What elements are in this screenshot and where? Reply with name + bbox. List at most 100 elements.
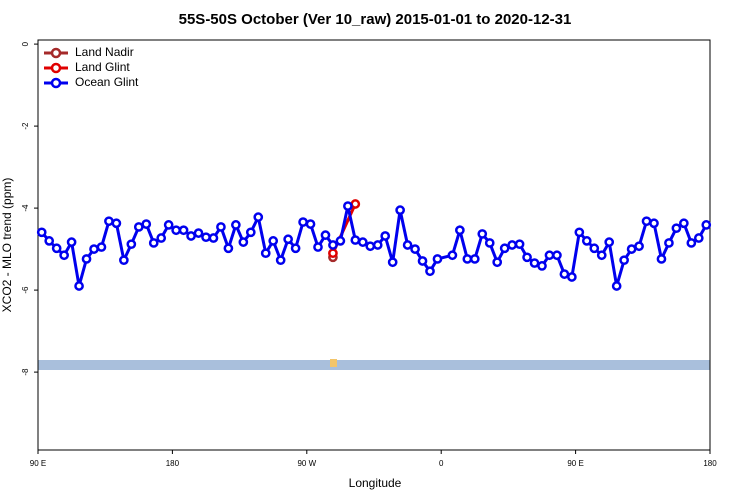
data-point xyxy=(36,227,47,238)
data-point xyxy=(298,217,308,227)
data-point xyxy=(417,256,428,266)
legend-marker xyxy=(50,62,62,74)
data-point xyxy=(171,225,181,236)
data-point xyxy=(477,229,488,239)
data-point xyxy=(119,255,129,266)
data-point xyxy=(343,201,353,211)
data-point xyxy=(208,233,219,243)
data-point xyxy=(313,242,323,252)
data-point xyxy=(604,237,615,247)
data-point xyxy=(469,254,480,264)
data-point xyxy=(484,238,495,248)
data-point xyxy=(649,218,659,229)
data-point xyxy=(537,261,547,271)
data-point xyxy=(574,227,585,238)
data-point xyxy=(238,237,249,247)
data-point xyxy=(455,225,465,236)
data-point xyxy=(268,236,279,246)
data-point xyxy=(178,225,189,236)
data-point xyxy=(656,254,667,264)
data-point xyxy=(231,220,241,230)
y-tick-label: -6 xyxy=(21,286,30,294)
plot-frame xyxy=(37,39,711,451)
y-tick-label: -4 xyxy=(21,204,30,212)
map-strip xyxy=(38,360,710,370)
data-point xyxy=(372,240,383,250)
data-point xyxy=(425,266,435,277)
data-point xyxy=(589,243,600,254)
x-tick-label: 90 E xyxy=(30,459,46,468)
data-point xyxy=(335,236,346,246)
data-point xyxy=(641,216,652,227)
data-point xyxy=(410,244,420,254)
data-point xyxy=(544,250,555,261)
data-point xyxy=(193,228,204,238)
x-tick-label: 180 xyxy=(703,459,717,468)
data-point xyxy=(260,248,271,259)
data-point xyxy=(559,269,570,279)
data-point xyxy=(148,238,159,248)
data-point xyxy=(201,232,211,243)
data-point xyxy=(89,244,99,254)
data-point xyxy=(290,243,301,254)
data-point xyxy=(679,218,689,229)
data-point xyxy=(74,281,84,291)
data-point xyxy=(507,240,517,250)
data-point xyxy=(156,233,167,243)
data-point xyxy=(186,231,196,241)
data-point xyxy=(492,257,503,268)
data-point xyxy=(66,237,77,247)
data-point xyxy=(686,238,697,248)
data-point xyxy=(59,250,69,261)
data-point xyxy=(387,257,398,268)
data-point xyxy=(693,233,704,243)
data-point xyxy=(245,227,256,238)
x-tick-label: 90 W xyxy=(297,459,316,468)
legend-label: Land Glint xyxy=(75,60,130,74)
data-point xyxy=(529,258,540,268)
data-point xyxy=(133,222,144,232)
data-point xyxy=(514,239,525,250)
x-tick-label: 0 xyxy=(439,459,444,468)
chart-title: 55S-50S October (Ver 10_raw) 2015-01-01 … xyxy=(179,11,572,28)
data-point xyxy=(141,219,152,229)
data-point xyxy=(283,234,293,245)
data-point xyxy=(320,230,331,241)
data-point xyxy=(596,250,607,261)
data-point xyxy=(701,220,712,230)
data-point xyxy=(96,242,107,252)
y-tick-label: -2 xyxy=(21,122,30,130)
data-point xyxy=(619,255,629,266)
data-point xyxy=(432,254,443,264)
map-land xyxy=(330,359,337,367)
data-point xyxy=(126,239,137,250)
data-point xyxy=(380,231,391,241)
data-point xyxy=(671,223,682,234)
legend-marker xyxy=(50,47,62,59)
y-axis-label: XCO2 - MLO trend (ppm) xyxy=(0,178,14,313)
x-axis-label: Longitude xyxy=(349,476,402,490)
data-point xyxy=(328,248,338,259)
legend-marker xyxy=(50,77,62,89)
data-point xyxy=(305,219,316,229)
data-point xyxy=(51,243,62,254)
data-point xyxy=(522,252,532,263)
data-point xyxy=(163,220,174,230)
data-point xyxy=(223,243,234,254)
data-point xyxy=(395,205,405,215)
data-point xyxy=(499,243,510,254)
data-point xyxy=(402,240,413,250)
data-point xyxy=(611,281,622,291)
x-tick-label: 90 E xyxy=(567,459,583,468)
data-point xyxy=(447,250,458,261)
data-point xyxy=(357,237,368,247)
data-point xyxy=(634,241,644,252)
data-point xyxy=(111,218,122,229)
data-point xyxy=(275,255,286,266)
y-tick-label: 0 xyxy=(21,41,30,46)
legend-label: Ocean Glint xyxy=(75,75,139,89)
data-point xyxy=(664,238,674,248)
data-point xyxy=(104,216,114,227)
x-tick-label: 180 xyxy=(166,459,180,468)
